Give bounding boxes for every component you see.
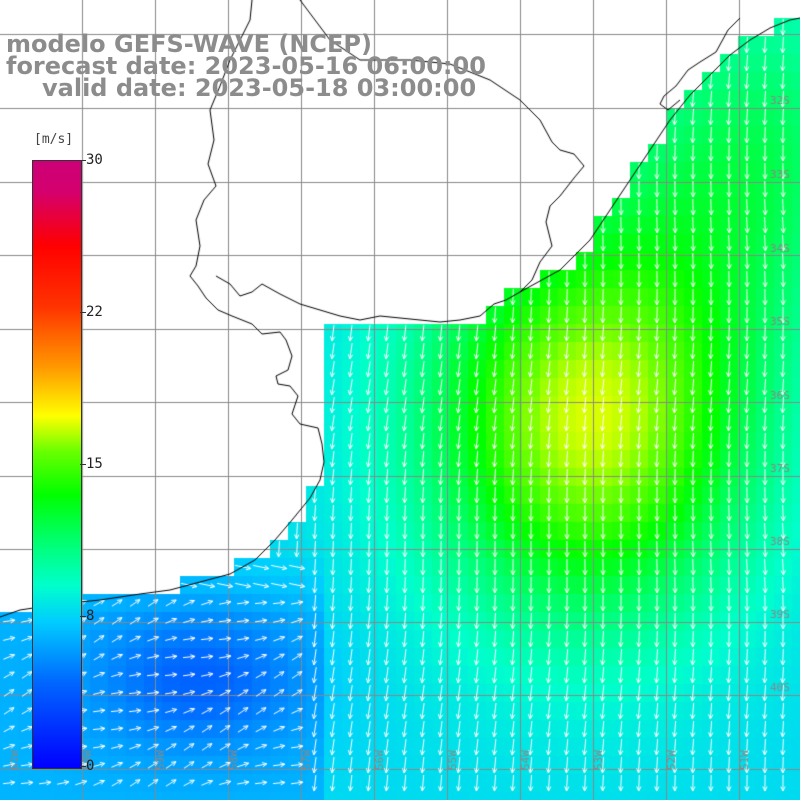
colorbar-tick-mark bbox=[80, 616, 86, 617]
valid-date: valid date: 2023-05-18 03:00:00 bbox=[42, 74, 477, 102]
colorbar-tick-label: 30 bbox=[86, 152, 103, 168]
colorbar-tick-mark bbox=[80, 312, 86, 313]
colorbar-unit: [m/s] bbox=[34, 132, 74, 147]
colorbar-tick-label: 0 bbox=[86, 758, 95, 774]
colorbar bbox=[32, 160, 82, 769]
colorbar-tick-label: 22 bbox=[86, 304, 103, 320]
forecast-date: forecast date: 2023-05-16 06:00:00 bbox=[6, 52, 486, 80]
colorbar-tick-mark bbox=[80, 464, 86, 465]
colorbar-tick-label: 15 bbox=[86, 456, 103, 472]
colorbar-tick-mark bbox=[80, 160, 86, 161]
model-title: modelo GEFS-WAVE (NCEP) bbox=[6, 30, 372, 58]
colorbar-tick-mark bbox=[80, 766, 86, 767]
colorbar-legend: [m/s] 30 22 15 8 0 bbox=[30, 130, 112, 780]
colorbar-tick-label: 8 bbox=[86, 608, 95, 624]
